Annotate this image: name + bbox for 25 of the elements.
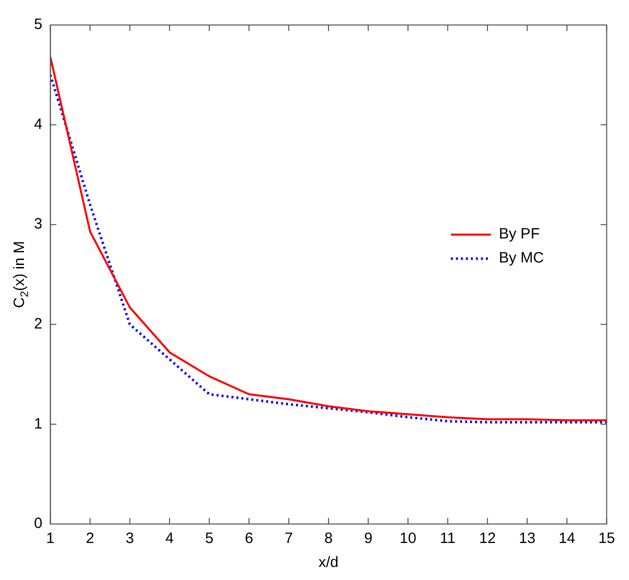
x-tick-label: 9 (364, 530, 372, 548)
x-tick-label: 15 (598, 530, 615, 548)
x-tick-label: 14 (558, 530, 576, 548)
x-tick-label: 1 (46, 530, 55, 548)
y-tick-label: 5 (34, 16, 42, 34)
legend-label: By PF (498, 226, 540, 243)
y-tick-label: 3 (34, 216, 42, 233)
x-axis-title: x/d (318, 554, 339, 572)
x-tick-label: 5 (205, 530, 214, 548)
x-tick-label: 8 (324, 530, 333, 548)
x-tick-label: 10 (400, 530, 416, 548)
x-tick-label: 6 (244, 530, 254, 548)
y-tick-label: 0 (34, 515, 42, 532)
y-tick-label: 4 (34, 116, 42, 133)
x-tick-label: 12 (479, 530, 496, 548)
x-tick-label: 4 (165, 530, 174, 548)
x-tick-label: 7 (284, 530, 293, 548)
x-tick-label: 2 (86, 530, 94, 548)
y-tick-label: 1 (34, 415, 42, 432)
x-tick-label: 3 (126, 530, 134, 548)
y-axis-title: C2(x) in M (11, 241, 32, 308)
x-tick-label: 11 (440, 530, 456, 548)
x-tick-label: 13 (518, 530, 536, 548)
legend-label: By MC (498, 250, 544, 267)
y-tick-label: 2 (34, 316, 42, 333)
